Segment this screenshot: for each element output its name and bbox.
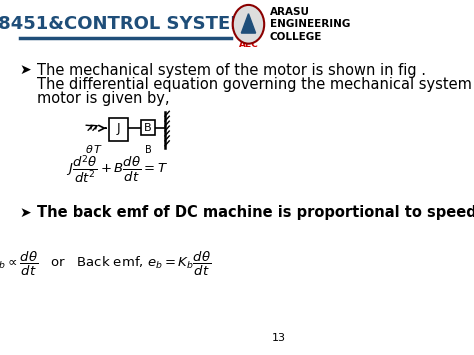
Text: $T$: $T$ [93,143,102,155]
Polygon shape [241,14,255,33]
Text: $\theta$: $\theta$ [85,143,94,155]
Text: B: B [145,145,152,155]
Text: The differential equation governing the mechanical system of: The differential equation governing the … [37,77,474,92]
Bar [141,120,155,135]
Text: motor is given by,: motor is given by, [37,91,169,106]
Text: IC 8451&CONTROL SYSTEMS: IC 8451&CONTROL SYSTEMS [0,15,262,33]
Text: $J\dfrac{d^{2}\theta}{dt^{2}}+B\dfrac{d\theta}{dt}=T$: $J\dfrac{d^{2}\theta}{dt^{2}}+B\dfrac{d\… [66,153,168,185]
Text: 13: 13 [272,333,286,343]
Text: $\therefore e_b \propto \dfrac{d\theta}{dt}$   or   Back emf, $e_b = K_b\dfrac{d: $\therefore e_b \propto \dfrac{d\theta}{… [0,250,211,278]
Text: ARASU
ENGINEERING
COLLEGE: ARASU ENGINEERING COLLEGE [270,7,350,42]
Circle shape [233,5,264,44]
Text: The mechanical system of the motor is shown in fig .: The mechanical system of the motor is sh… [37,62,426,78]
Bar [109,118,128,141]
Text: AEC: AEC [238,40,258,49]
Text: B: B [144,123,152,133]
Text: ➤: ➤ [20,63,31,77]
Text: ➤: ➤ [20,206,31,220]
Text: The back emf of DC machine is proportional to speed of shaft: The back emf of DC machine is proportion… [37,205,474,220]
Text: J: J [117,122,120,135]
